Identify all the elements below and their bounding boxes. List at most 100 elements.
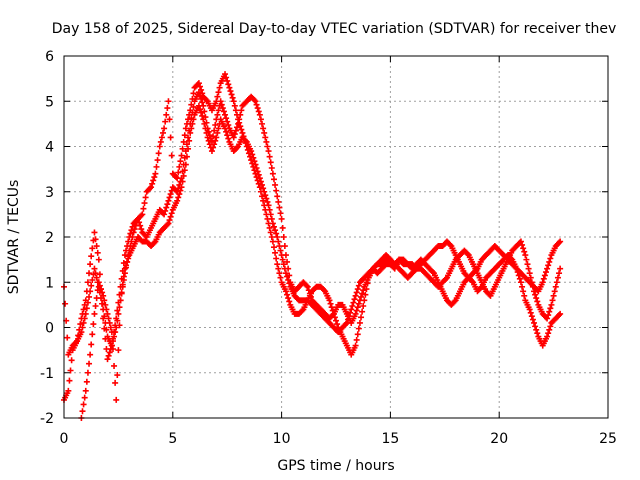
data-point: [190, 116, 197, 123]
data-point: [68, 357, 75, 364]
data-point: [88, 341, 95, 348]
data-point: [155, 150, 162, 157]
data-point: [188, 101, 195, 108]
data-point: [189, 120, 196, 127]
data-point: [65, 387, 72, 394]
data-point: [286, 298, 293, 305]
data-point: [358, 293, 365, 300]
data-point: [86, 293, 93, 300]
data-point: [179, 178, 186, 185]
data-point: [257, 188, 264, 195]
data-point: [62, 300, 69, 307]
data-point: [140, 205, 147, 212]
data-point: [230, 98, 237, 105]
data-point: [186, 111, 193, 118]
data-point: [356, 319, 363, 326]
series-track-3: [78, 71, 564, 421]
data-series: [61, 71, 564, 421]
data-point: [557, 265, 564, 272]
data-point: [92, 270, 99, 277]
data-point: [260, 125, 267, 132]
data-point: [165, 197, 172, 204]
data-point: [174, 197, 181, 204]
data-point: [183, 120, 190, 127]
data-point: [238, 107, 245, 114]
data-point: [123, 264, 130, 271]
data-point: [261, 129, 268, 136]
data-point: [252, 170, 259, 177]
data-point: [149, 180, 156, 187]
data-point: [255, 180, 262, 187]
data-point: [355, 325, 362, 332]
data-point: [199, 112, 206, 119]
data-point: [81, 315, 88, 322]
data-point: [178, 152, 185, 159]
data-point: [359, 290, 366, 297]
data-point: [354, 286, 361, 293]
data-point: [329, 307, 336, 314]
data-point: [547, 305, 554, 312]
data-point: [116, 304, 123, 311]
data-point: [557, 238, 564, 245]
data-point: [526, 270, 533, 277]
data-point: [212, 137, 219, 144]
data-point: [103, 326, 110, 333]
chart-title: Day 158 of 2025, Sidereal Day-to-day VTE…: [52, 21, 616, 37]
data-point: [270, 223, 277, 230]
data-point: [113, 324, 120, 331]
data-point: [521, 248, 528, 255]
data-point: [115, 310, 122, 317]
data-point: [83, 378, 90, 385]
data-point: [355, 282, 362, 289]
data-point: [94, 287, 101, 294]
data-point: [179, 145, 186, 152]
data-point: [276, 243, 283, 250]
data-point: [86, 270, 93, 277]
data-point: [161, 211, 168, 218]
data-point: [156, 143, 163, 150]
data-point: [78, 329, 85, 336]
data-point: [272, 249, 279, 256]
data-point: [557, 310, 564, 317]
data-point: [552, 283, 559, 290]
data-point: [273, 230, 280, 237]
data-point: [175, 169, 182, 176]
y-tick-label: 1: [45, 275, 54, 291]
data-point: [167, 191, 174, 198]
data-point: [477, 284, 484, 291]
data-point: [222, 111, 229, 118]
data-point: [353, 289, 360, 296]
data-point: [223, 115, 230, 122]
data-point: [545, 262, 552, 269]
data-point: [256, 184, 263, 191]
data-point: [262, 192, 269, 199]
data-point: [344, 316, 351, 323]
data-point: [540, 275, 547, 282]
data-point: [247, 153, 254, 160]
data-point: [84, 299, 91, 306]
data-point: [532, 323, 539, 330]
data-point: [224, 77, 231, 84]
data-point: [151, 239, 158, 246]
data-point: [263, 211, 270, 218]
data-point: [164, 221, 171, 228]
data-point: [251, 97, 258, 104]
data-point: [168, 210, 175, 217]
data-point: [79, 408, 86, 415]
y-axis-title: SDTVAR / TECUs: [6, 180, 22, 295]
data-point: [126, 247, 133, 254]
data-point: [267, 159, 274, 166]
data-point: [95, 279, 102, 286]
data-point: [239, 129, 246, 136]
data-point: [257, 116, 264, 123]
data-point: [198, 86, 205, 93]
data-point: [355, 300, 362, 307]
data-point: [519, 241, 526, 248]
data-point: [105, 352, 112, 359]
data-point: [556, 239, 563, 246]
data-point: [254, 177, 261, 184]
data-point: [442, 275, 449, 282]
data-point: [429, 269, 436, 276]
y-tick-label: 3: [45, 185, 54, 201]
data-point: [353, 336, 360, 343]
